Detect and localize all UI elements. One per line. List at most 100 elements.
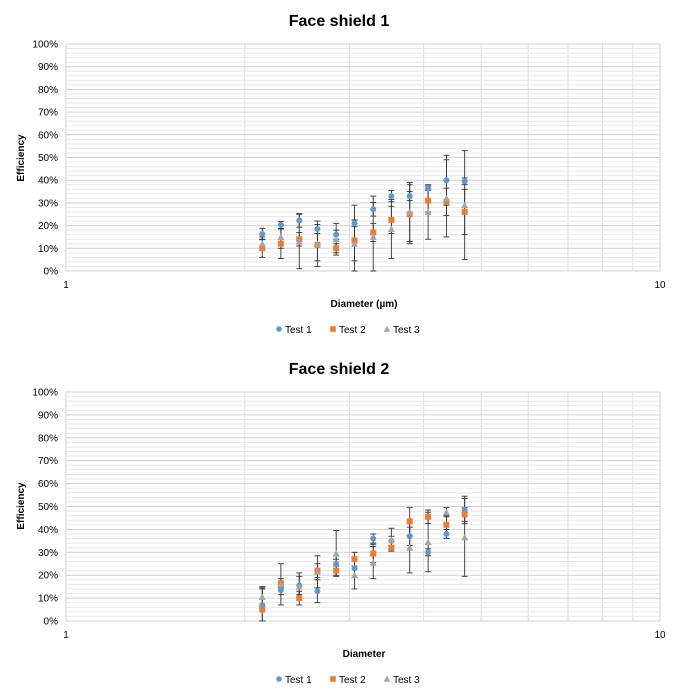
- x-axis-label: Diameter (µm): [331, 299, 398, 310]
- data-point: [370, 535, 377, 542]
- legend-marker: [330, 326, 336, 332]
- data-point: [443, 177, 450, 184]
- data-point: [425, 197, 432, 204]
- data-point: [370, 206, 377, 213]
- x-axis-label: Diameter: [343, 649, 386, 660]
- y-tick-label: 80%: [38, 85, 58, 96]
- legend-label: Test 1: [285, 675, 312, 686]
- legend-marker: [276, 326, 282, 332]
- data-point: [425, 185, 432, 192]
- data-point: [443, 530, 450, 537]
- x-tick-label: 10: [654, 280, 666, 291]
- data-point: [443, 198, 450, 205]
- data-point: [333, 231, 340, 238]
- data-point: [296, 217, 303, 224]
- y-tick-label: 50%: [38, 153, 58, 164]
- plot-area: 0% 10% 20% 30% 40% 50% 60% 70% 80% 90% 100% 1 10: [32, 388, 666, 642]
- data-point: [388, 193, 395, 200]
- data-point: [277, 580, 285, 588]
- data-point: [370, 550, 377, 557]
- y-tick-label: 70%: [38, 108, 58, 119]
- legend-marker: [276, 676, 282, 682]
- y-tick-label: 0%: [44, 267, 59, 278]
- legend-marker: [383, 325, 391, 332]
- data-point: [313, 240, 321, 247]
- data-point: [461, 506, 468, 513]
- data-point: [442, 508, 450, 516]
- chart-title: Face shield 2: [289, 361, 390, 378]
- data-point: [333, 560, 340, 567]
- data-point: [296, 595, 303, 602]
- y-tick-label: 100%: [32, 40, 58, 51]
- data-point: [461, 201, 469, 209]
- data-point: [333, 567, 340, 574]
- data-point: [313, 568, 321, 575]
- data-point: [332, 235, 340, 243]
- plot-area: 0% 10% 20% 30% 40% 50% 60% 70% 80% 90% 100% 1 10: [32, 40, 666, 292]
- legend-label: Test 2: [339, 675, 366, 686]
- y-tick-label: 90%: [38, 62, 58, 73]
- y-tick-label: 100%: [32, 388, 58, 399]
- data-point: [314, 226, 321, 233]
- legend-label: Test 2: [339, 325, 366, 336]
- data-point: [387, 536, 395, 543]
- data-point: [461, 208, 468, 215]
- data-point: [351, 556, 358, 563]
- chart-face-shield-2: Face shield 2 0% 10% 20% 30% 40% 50% 60% 70% 80%…: [16, 361, 666, 686]
- y-tick-label: 50%: [38, 502, 58, 513]
- y-tick-label: 30%: [38, 548, 58, 559]
- data-point: [351, 571, 359, 579]
- data-point: [333, 245, 340, 252]
- data-point: [406, 193, 413, 200]
- y-tick-label: 90%: [38, 410, 58, 421]
- data-point: [351, 240, 359, 247]
- y-axis-label: Efficiency: [16, 482, 27, 530]
- data-point: [351, 220, 358, 227]
- y-tick-label: 80%: [38, 433, 58, 444]
- legend-label: Test 3: [393, 675, 420, 686]
- data-point: [258, 240, 266, 247]
- y-tick-label: 0%: [44, 617, 59, 628]
- data-point: [259, 230, 266, 237]
- data-point: [259, 245, 266, 252]
- y-tick-label: 10%: [38, 594, 58, 605]
- data-point: [277, 221, 284, 228]
- y-tick-label: 60%: [38, 479, 58, 490]
- legend-label: Test 3: [393, 325, 420, 336]
- y-tick-label: 20%: [38, 221, 58, 232]
- data-point: [369, 559, 377, 566]
- x-tick-label: 1: [63, 630, 69, 641]
- legend: Test 1 Test 2 Test 3: [276, 325, 420, 336]
- chart-title: Face shield 1: [289, 13, 390, 30]
- legend-marker: [330, 676, 336, 682]
- data-point: [425, 549, 432, 556]
- legend: Test 1 Test 2 Test 3: [276, 675, 420, 686]
- y-tick-label: 10%: [38, 244, 58, 255]
- data-point: [461, 511, 468, 518]
- data-point: [369, 233, 377, 240]
- data-point: [259, 606, 266, 613]
- data-point: [406, 208, 414, 215]
- chart-face-shield-1: Face shield 1 0% 10% 20% 30% 40% 50% 60% 70% 80%…: [16, 13, 666, 336]
- data-point: [370, 229, 377, 236]
- data-point: [295, 237, 303, 245]
- legend-label: Test 1: [285, 325, 312, 336]
- data-point: [388, 216, 395, 223]
- y-tick-label: 30%: [38, 198, 58, 209]
- data-point: [277, 233, 285, 240]
- data-point: [425, 513, 432, 520]
- x-tick-label: 10: [654, 630, 666, 641]
- y-axis-label: Efficiency: [16, 134, 27, 182]
- data-point: [387, 225, 395, 233]
- y-tick-label: 70%: [38, 456, 58, 467]
- data-point: [258, 593, 266, 600]
- x-tick-label: 1: [63, 280, 69, 291]
- data-point: [406, 518, 413, 525]
- y-tick-label: 60%: [38, 130, 58, 141]
- y-tick-label: 40%: [38, 176, 58, 187]
- data-point: [461, 533, 469, 541]
- data-point: [443, 521, 450, 528]
- data-point: [406, 533, 413, 540]
- y-tick-label: 40%: [38, 525, 58, 536]
